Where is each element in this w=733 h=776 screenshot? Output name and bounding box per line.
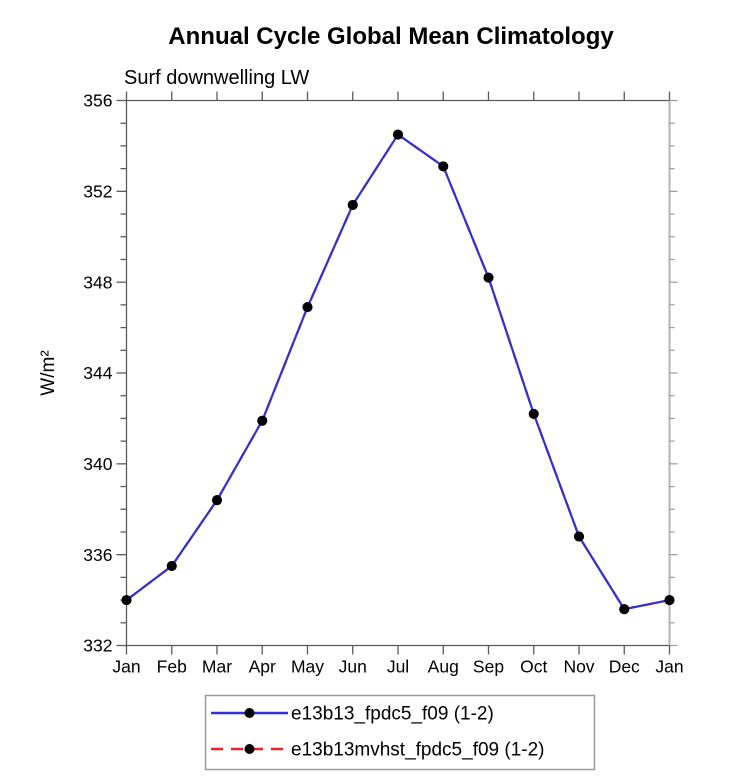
data-point-marker [574,531,584,542]
x-tick-label: Apr [249,657,276,677]
data-point-marker [393,129,403,140]
y-tick-label: 352 [83,182,112,202]
x-tick-label: Jun [339,657,367,677]
x-tick-label: Sep [473,657,504,677]
chart-title: Annual Cycle Global Mean Climatology [168,23,614,50]
legend-marker-icon [244,708,255,718]
y-tick-label: 356 [83,91,112,111]
legend-box [204,694,596,771]
data-point-marker [528,408,539,419]
x-tick-label: Jan [112,657,140,677]
x-tick-label: Mar [202,657,232,677]
legend-item-solid-series: e13b13_fpdc5_f09 (1-2) [211,704,494,725]
x-tick-label: Dec [609,657,640,677]
axes: 332 336 340 344 348 352 356 Jan Feb Mar Apr May Jun J… [83,91,683,677]
data-point-marker [121,595,132,606]
data-point-marker [212,495,222,506]
data-point-marker [619,604,630,615]
legend-label: e13b13_fpdc5_f09 (1-2) [291,704,494,725]
data-point-marker [257,415,268,426]
chart-subtitle: Surf downwelling LW [124,67,309,89]
data-point-marker [166,561,177,572]
legend-marker-icon [244,744,255,754]
x-tick-label: Oct [520,657,547,677]
y-tick-label: 332 [83,636,112,656]
x-tick-label: Jul [387,657,409,677]
legend-item-dashed-series: e13b13mvhst_fpdc5_f09 (1-2) [211,740,545,761]
data-point-marker [347,199,358,210]
data-point-marker [302,302,313,313]
data-point-marker [664,595,675,606]
legend: e13b13_fpdc5_f09 (1-2) e13b13mvhst_fpdc5… [204,694,596,771]
x-tick-label: May [291,657,324,677]
y-tick-label: 348 [83,272,112,292]
legend-label: e13b13mvhst_fpdc5_f09 (1-2) [291,740,545,761]
x-tick-label: Nov [563,657,594,677]
y-tick-label: 340 [83,454,112,474]
x-tick-label: Feb [157,657,187,677]
y-tick-label: 344 [83,363,112,383]
y-tick-label: 336 [83,545,112,565]
data-point-marker [483,272,494,283]
x-tick-label: Jan [655,657,683,677]
data-point-marker [438,161,449,172]
y-axis-label: W/m² [38,350,59,395]
x-tick-label: Aug [428,657,459,677]
series-line-solid [125,133,670,611]
series-line-dashed [125,133,670,611]
data-series [121,129,675,615]
